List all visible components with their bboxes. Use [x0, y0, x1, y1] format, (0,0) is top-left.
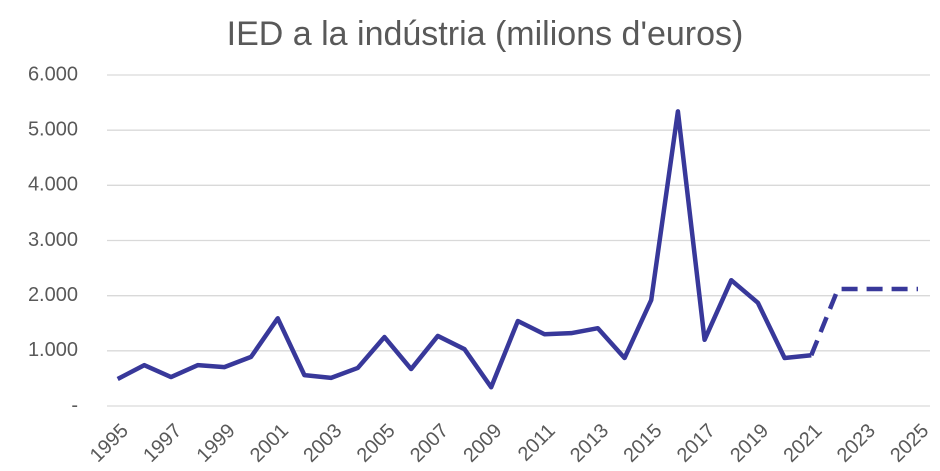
y-tick-label: 4.000	[28, 174, 78, 196]
x-tick-label: 2017	[673, 420, 720, 467]
x-tick-label: 2021	[780, 420, 827, 467]
y-tick-label: 3.000	[28, 229, 78, 251]
x-tick-label: 2011	[514, 420, 560, 466]
x-tick-label: 2005	[353, 420, 400, 467]
x-tick-label: 1999	[193, 420, 240, 467]
x-tick-label: 2013	[566, 420, 613, 467]
x-tick-label: 1997	[139, 420, 186, 467]
data-line	[116, 109, 812, 390]
y-tick-label: 6.000	[28, 63, 78, 85]
x-tick-label: 1995	[86, 420, 133, 467]
y-tick-label: 5.000	[28, 118, 78, 140]
x-tick-label: 2007	[406, 420, 453, 467]
data-line	[809, 286, 918, 357]
x-tick-label: 2023	[833, 420, 880, 467]
x-tick-label: 2019	[726, 420, 773, 467]
y-tick-label: 1.000	[28, 339, 78, 361]
y-tick-label: -	[71, 394, 78, 416]
x-tick-label: 2003	[299, 420, 346, 467]
y-tick-label: 2.000	[28, 284, 78, 306]
x-tick-label: 2009	[459, 420, 506, 467]
x-tick-label: 2025	[886, 420, 933, 467]
x-tick-label: 2001	[246, 420, 293, 467]
x-tick-label: 2015	[619, 420, 666, 467]
chart-title: IED a la indústria (milions d'euros)	[227, 15, 744, 53]
